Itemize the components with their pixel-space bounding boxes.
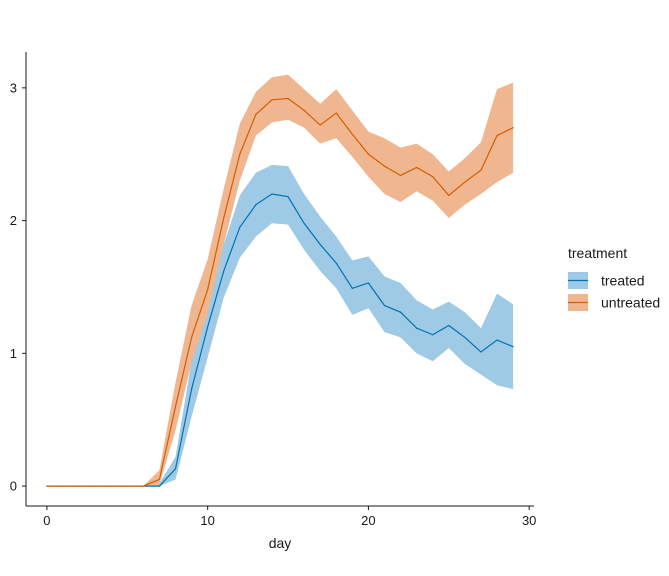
- data-point-untreated-13: [255, 113, 257, 115]
- data-point-treated-29: [512, 346, 514, 348]
- data-point-untreated-17: [319, 124, 321, 126]
- data-point-treated-22: [399, 311, 402, 313]
- data-point-untreated-19: [351, 133, 353, 135]
- data-point-untreated-16: [303, 109, 305, 112]
- data-point-treated-20: [367, 282, 370, 284]
- y-tick-label-3: 3: [10, 80, 17, 95]
- data-point-untreated-27: [480, 169, 482, 171]
- data-point-treated-11: [223, 270, 225, 272]
- y-tick-label-2: 2: [10, 213, 17, 228]
- legend: treatment treated untreated: [568, 245, 660, 311]
- data-point-untreated-3: [94, 485, 96, 487]
- x-axis-title: day: [269, 535, 292, 551]
- y-tick-label-0: 0: [10, 479, 17, 494]
- data-point-untreated-18: [335, 112, 337, 114]
- x-tick-label-30: 30: [522, 513, 536, 528]
- ribbon-treated: [46, 164, 514, 487]
- data-point-untreated-5: [126, 485, 128, 487]
- data-point-untreated-26: [464, 181, 466, 183]
- data-point-treated-19: [351, 287, 353, 289]
- data-point-untreated-11: [223, 217, 225, 219]
- legend-label-untreated: untreated: [601, 295, 660, 311]
- data-point-treated-23: [416, 327, 418, 329]
- data-point-untreated-9: [190, 336, 193, 339]
- data-point-treated-21: [383, 304, 386, 307]
- data-point-treated-7: [158, 485, 161, 487]
- data-point-untreated-25: [448, 194, 450, 196]
- data-point-untreated-1: [62, 485, 64, 487]
- data-point-untreated-14: [271, 99, 273, 101]
- data-point-treated-18: [335, 262, 337, 264]
- data-point-untreated-4: [110, 485, 112, 487]
- legend-title: treatment: [568, 245, 627, 261]
- data-point-treated-14: [271, 193, 273, 195]
- legend-item-treated: treated: [568, 272, 645, 289]
- data-point-treated-24: [432, 334, 434, 336]
- data-point-treated-26: [464, 336, 466, 339]
- x-tick-label-20: 20: [361, 513, 375, 528]
- data-point-treated-17: [319, 243, 321, 246]
- data-point-untreated-2: [78, 485, 80, 487]
- axes-layer: 0 10 20 30 0 1 2 3 day: [10, 52, 536, 551]
- data-point-untreated-29: [512, 127, 514, 129]
- y-tick-label-1: 1: [10, 346, 17, 361]
- data-point-treated-13: [255, 204, 257, 206]
- data-point-treated-10: [207, 326, 209, 328]
- data-point-treated-25: [448, 324, 450, 327]
- x-tick-label-0: 0: [43, 513, 50, 528]
- series-layer: [46, 74, 514, 487]
- data-point-treated-15: [287, 196, 289, 198]
- data-point-untreated-6: [142, 485, 144, 487]
- data-point-treated-9: [190, 388, 193, 390]
- data-point-untreated-0: [46, 485, 48, 487]
- data-point-untreated-22: [399, 174, 402, 177]
- data-point-untreated-12: [239, 153, 241, 155]
- data-point-untreated-10: [207, 289, 209, 291]
- data-point-untreated-8: [174, 405, 177, 408]
- x-tick-label-10: 10: [200, 513, 214, 528]
- line-untreated: [46, 97, 514, 487]
- data-point-treated-12: [239, 226, 241, 228]
- data-point-untreated-15: [287, 97, 289, 100]
- legend-label-treated: treated: [601, 273, 645, 289]
- data-point-untreated-7: [158, 478, 161, 481]
- data-point-untreated-28: [496, 135, 498, 137]
- data-point-treated-16: [303, 222, 305, 224]
- data-point-untreated-20: [367, 153, 370, 155]
- data-point-untreated-21: [383, 165, 386, 167]
- ribbon-untreated: [46, 74, 514, 487]
- data-point-untreated-23: [416, 166, 418, 169]
- data-point-treated-27: [480, 351, 482, 353]
- data-point-treated-8: [174, 468, 177, 470]
- legend-item-untreated: untreated: [568, 294, 660, 311]
- data-point-untreated-24: [432, 176, 434, 178]
- data-point-treated-28: [496, 339, 498, 341]
